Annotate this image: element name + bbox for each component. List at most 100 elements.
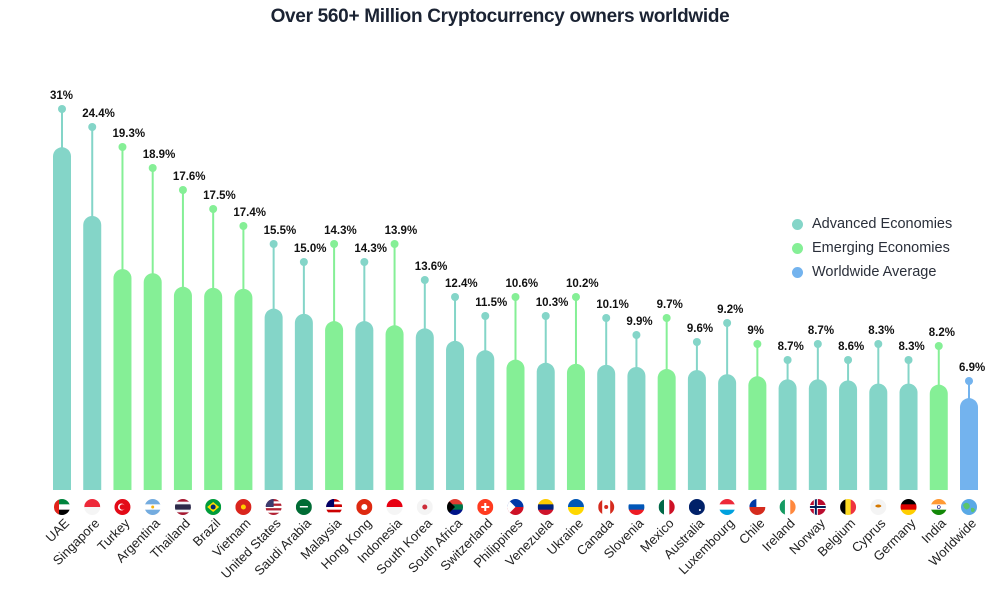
south-africa-flag-icon bbox=[447, 499, 464, 515]
bar-hong-kong bbox=[355, 321, 374, 490]
dot-hong-kong bbox=[360, 258, 369, 266]
bar-south-africa bbox=[446, 340, 465, 490]
value-label-switzerland: 11.5% bbox=[475, 297, 507, 309]
bar-luxembourg bbox=[718, 374, 737, 490]
dot-south-africa bbox=[451, 293, 460, 301]
legend-item-advanced: Advanced Economies bbox=[792, 212, 952, 236]
dot-mexico bbox=[662, 314, 671, 322]
norway-flag-icon bbox=[809, 499, 826, 515]
legend-dot-advanced bbox=[792, 218, 803, 230]
legend-item-emerging: Emerging Economies bbox=[792, 236, 952, 260]
legend-label-emerging: Emerging Economies bbox=[812, 240, 950, 256]
bar-singapore bbox=[83, 215, 102, 490]
value-label-venezuela: 10.3% bbox=[536, 297, 569, 309]
chile-flag-icon bbox=[749, 499, 766, 515]
brazil-flag-icon bbox=[205, 499, 222, 515]
bar-ireland bbox=[778, 379, 797, 490]
value-label-mexico: 9.7% bbox=[657, 299, 683, 311]
dot-ukraine bbox=[571, 293, 580, 301]
dot-uae bbox=[58, 105, 66, 113]
dot-cyprus bbox=[874, 340, 883, 348]
venezuela-flag-icon bbox=[537, 499, 554, 515]
bar-south-korea bbox=[415, 328, 434, 490]
dot-germany bbox=[904, 356, 913, 364]
switzerland-flag-icon bbox=[477, 499, 494, 515]
uae-flag-icon bbox=[54, 499, 70, 515]
bar-cyprus bbox=[869, 383, 888, 490]
belgium-flag-icon bbox=[840, 499, 857, 515]
value-label-argentina: 18.9% bbox=[143, 149, 176, 161]
bar-belgium bbox=[839, 380, 858, 490]
dot-slovenia bbox=[632, 331, 641, 339]
value-label-saudi-arabia: 15.0% bbox=[294, 243, 327, 255]
saudi-arabia-flag-icon bbox=[295, 499, 312, 515]
bar-venezuela bbox=[536, 362, 555, 490]
vietnam-flag-icon bbox=[235, 499, 252, 515]
value-label-australia: 9.6% bbox=[687, 323, 713, 335]
bar-vietnam bbox=[234, 288, 253, 490]
argentina-flag-icon bbox=[144, 499, 161, 515]
dot-luxembourg bbox=[723, 319, 732, 327]
bar-philippines bbox=[506, 359, 525, 490]
bar-australia bbox=[687, 370, 706, 490]
indonesia-flag-icon bbox=[386, 499, 403, 515]
value-label-turkey: 19.3% bbox=[112, 128, 145, 140]
value-label-philippines: 10.6% bbox=[506, 278, 539, 290]
dot-singapore bbox=[88, 123, 97, 131]
bar-uae bbox=[53, 147, 71, 491]
hong-kong-flag-icon bbox=[356, 499, 373, 515]
legend-dot-emerging bbox=[792, 242, 803, 254]
value-label-uae: 31% bbox=[50, 90, 73, 102]
bar-brazil bbox=[204, 287, 223, 490]
bar-norway bbox=[808, 379, 827, 490]
dot-thailand bbox=[178, 186, 187, 194]
bar-united-states bbox=[264, 308, 283, 490]
bar-saudi-arabia bbox=[294, 313, 313, 490]
dot-argentina bbox=[148, 164, 157, 172]
dot-philippines bbox=[511, 293, 520, 301]
dot-australia bbox=[692, 338, 701, 346]
value-label-germany: 8.3% bbox=[899, 341, 925, 353]
bar-mexico bbox=[657, 369, 676, 490]
legend: Advanced Economies Emerging Economies Wo… bbox=[792, 212, 952, 284]
bar-turkey bbox=[113, 269, 132, 490]
value-label-india: 8.2% bbox=[929, 327, 955, 339]
dot-belgium bbox=[844, 356, 853, 364]
legend-dot-worldwide bbox=[792, 266, 803, 278]
singapore-flag-icon bbox=[84, 499, 101, 515]
dot-switzerland bbox=[481, 312, 490, 320]
bars-group: 31% 24.4% 19.3% 18.9% 17.6% 17.5% 17.4% 15.5% 15… bbox=[50, 90, 985, 491]
philippines-flag-icon bbox=[507, 499, 524, 515]
canada-flag-icon bbox=[598, 499, 615, 515]
value-label-ireland: 8.7% bbox=[778, 341, 804, 353]
value-label-belgium: 8.6% bbox=[838, 341, 864, 353]
bar-india bbox=[929, 384, 948, 490]
dot-united-states bbox=[269, 240, 278, 248]
bar-canada bbox=[597, 364, 616, 490]
value-label-chile: 9% bbox=[747, 325, 764, 337]
luxembourg-flag-icon bbox=[719, 499, 736, 515]
value-label-malaysia: 14.3% bbox=[324, 225, 357, 237]
germany-flag-icon bbox=[900, 499, 917, 515]
dot-turkey bbox=[118, 143, 127, 151]
dot-worldwide bbox=[965, 377, 973, 385]
legend-label-worldwide: Worldwide Average bbox=[812, 264, 937, 280]
dot-canada bbox=[602, 314, 611, 322]
chart-title: Over 560+ Million Cryptocurrency owners … bbox=[270, 6, 730, 27]
value-label-cyprus: 8.3% bbox=[868, 325, 894, 337]
dot-brazil bbox=[209, 205, 218, 213]
value-label-south-africa: 12.4% bbox=[445, 278, 478, 290]
dot-norway bbox=[813, 340, 822, 348]
cyprus-flag-icon bbox=[870, 499, 887, 515]
bar-argentina bbox=[143, 273, 162, 490]
dot-ireland bbox=[783, 356, 792, 364]
value-label-norway: 8.7% bbox=[808, 325, 834, 337]
bar-germany bbox=[899, 383, 918, 490]
bar-switzerland bbox=[476, 350, 495, 490]
bar-ukraine bbox=[566, 363, 585, 490]
value-label-ukraine: 10.2% bbox=[566, 278, 599, 290]
legend-item-worldwide: Worldwide Average bbox=[792, 260, 952, 284]
india-flag-icon bbox=[930, 499, 947, 515]
value-label-worldwide: 6.9% bbox=[959, 362, 985, 374]
value-label-brazil: 17.5% bbox=[203, 190, 236, 202]
